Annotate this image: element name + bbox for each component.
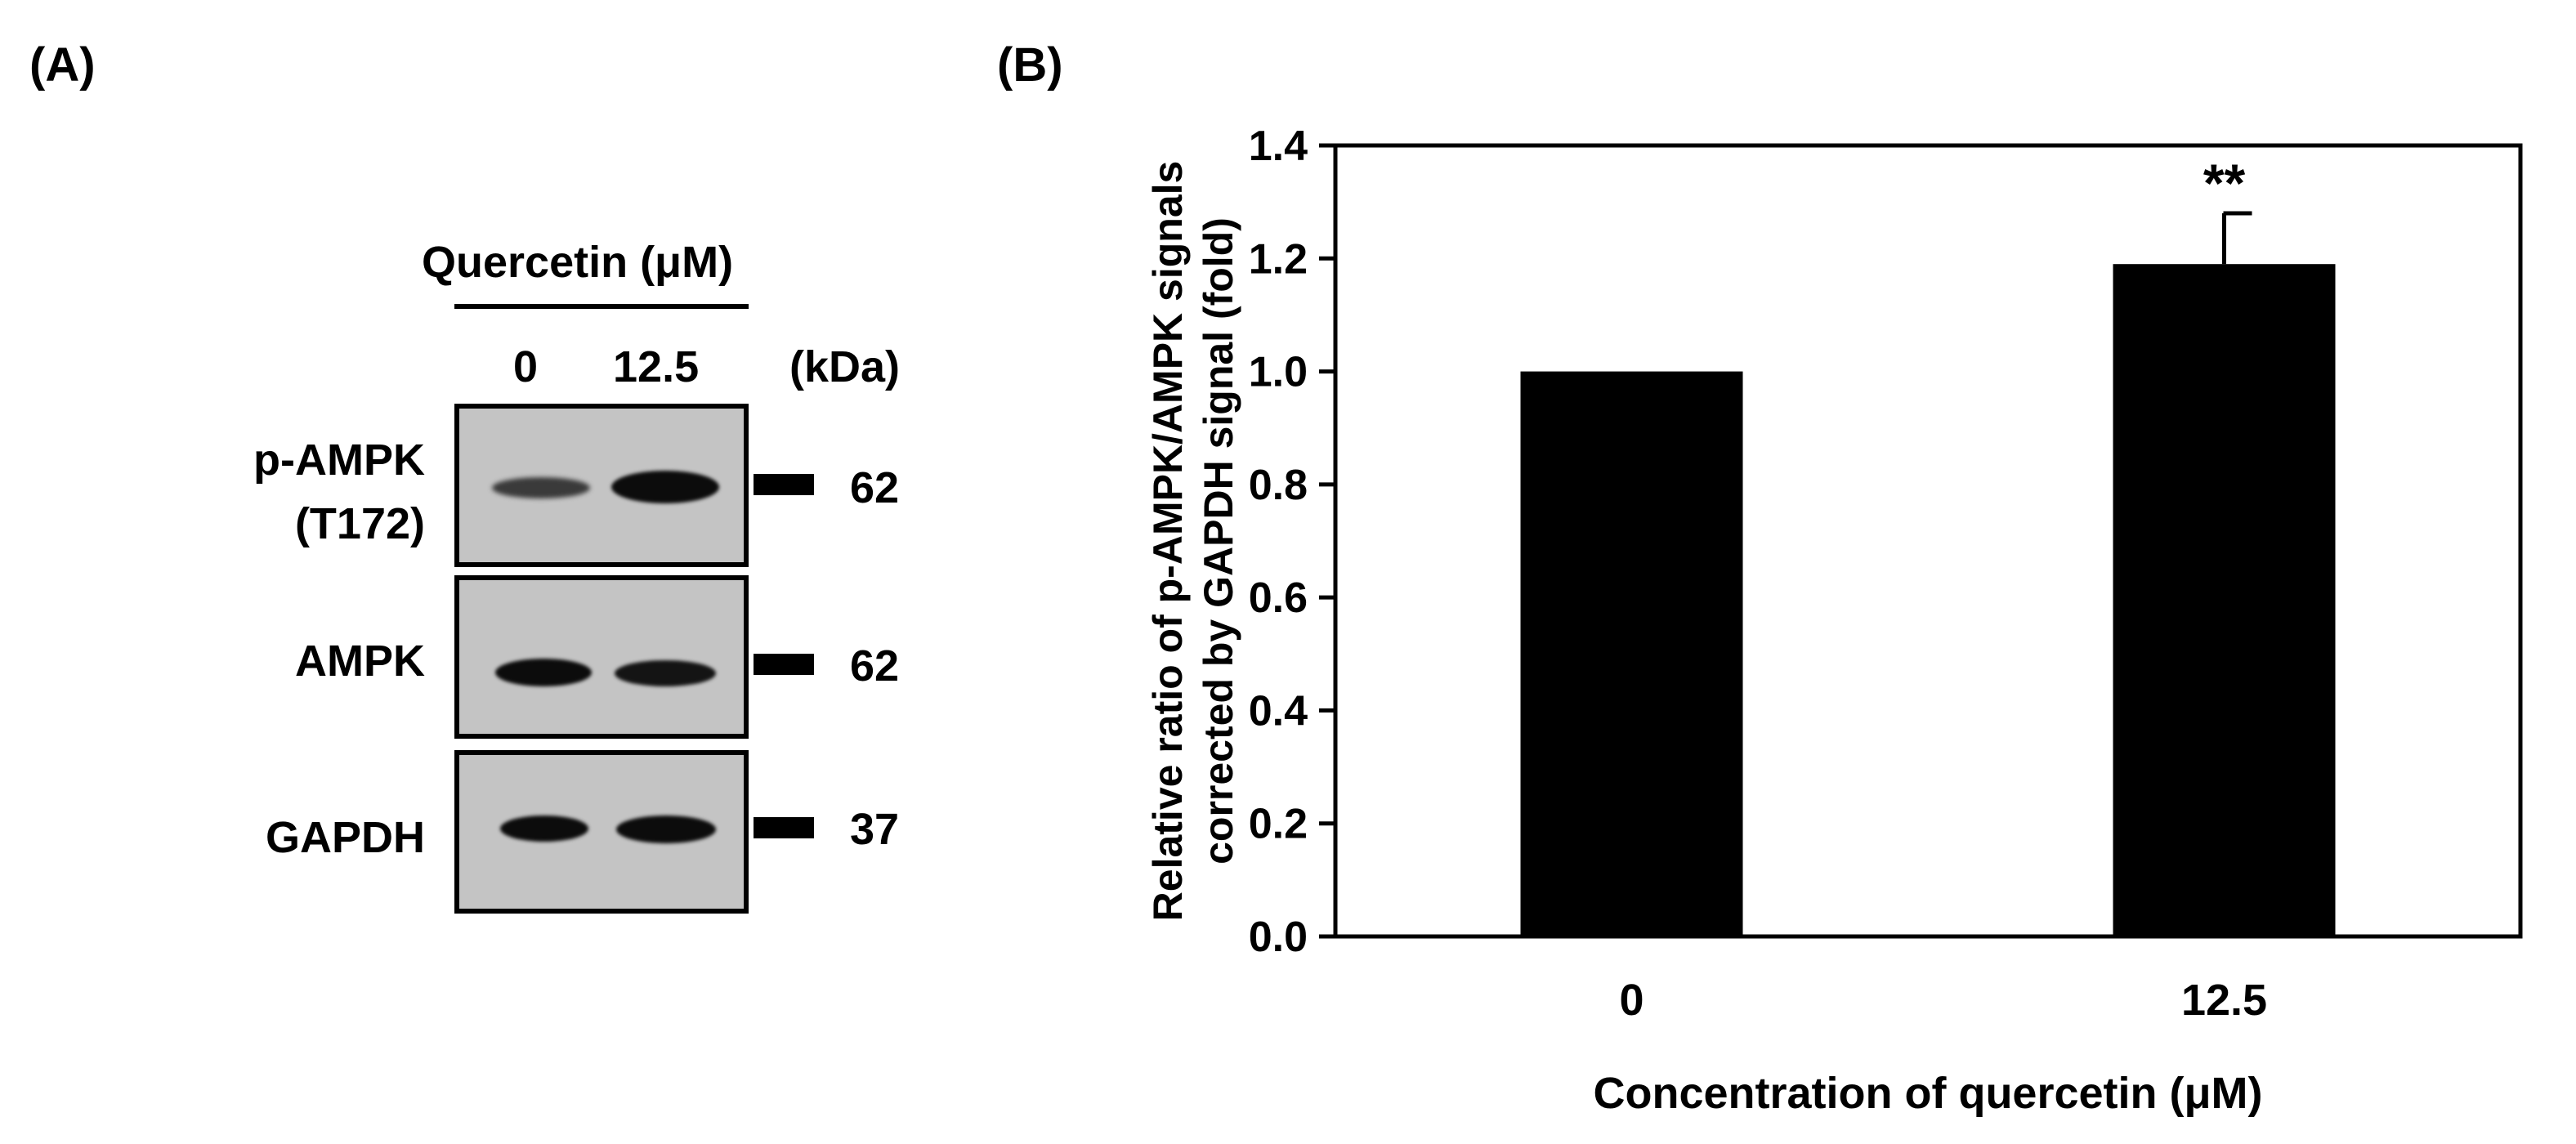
y-axis-label-line1: Relative ratio of p-AMPK/AMPK signals [1145, 161, 1191, 922]
y-tick-label: 0.2 [1249, 801, 1308, 848]
y-tick-label: 1.2 [1249, 235, 1308, 283]
panel-a-label: (A) [29, 38, 96, 92]
band-p-ampk-lane2 [611, 471, 719, 503]
blot-p-ampk [454, 404, 749, 567]
band-p-ampk-lane1 [492, 477, 590, 498]
treatment-header: Quercetin (μM) [422, 238, 734, 287]
y-tick-label: 0.6 [1249, 574, 1308, 622]
row-label-gapdh: GAPDH [265, 813, 425, 862]
band-gapdh-lane2 [616, 816, 716, 843]
y-tick-label: 0.4 [1249, 687, 1308, 735]
band-ampk-lane2 [615, 660, 716, 686]
lane-label-12-5: 12.5 [613, 342, 700, 391]
y-tick-label: 1.0 [1249, 349, 1308, 396]
treatment-bracket-line [454, 304, 749, 309]
kda-gapdh: 37 [850, 805, 900, 854]
band-gapdh-lane1 [500, 816, 588, 842]
row-label-ampk: AMPK [295, 637, 425, 686]
y-axis-label-line2: corrected by GAPDH signal (fold) [1196, 217, 1241, 865]
y-tick-label: 0.8 [1249, 462, 1308, 509]
band-ampk-lane1 [495, 659, 592, 686]
x-tick-label: 12.5 [2181, 976, 2267, 1025]
marker-tick-gapdh [754, 817, 814, 838]
significance-marker: ** [2203, 153, 2246, 213]
y-axis-label: Relative ratio of p-AMPK/AMPK signals co… [1145, 161, 1241, 922]
panel-b-label: (B) [997, 38, 1063, 92]
marker-tick-ampk [754, 654, 814, 675]
kda-header: (kDa) [789, 342, 901, 391]
bar-0 [1520, 371, 1743, 937]
marker-tick-p-ampk [754, 474, 814, 495]
y-tick-label: 0.0 [1249, 914, 1308, 961]
kda-p-ampk: 62 [850, 463, 900, 512]
blot-gapdh [454, 750, 749, 914]
bar-12-5 [2113, 264, 2336, 936]
kda-ampk: 62 [850, 641, 900, 690]
row-label-p-ampk-site: (T172) [294, 499, 425, 548]
y-tick-label: 1.4 [1249, 123, 1308, 170]
x-tick-label: 0 [1619, 976, 1644, 1025]
plot-frame [1333, 143, 2523, 939]
row-label-p-ampk: p-AMPK [253, 436, 425, 485]
lane-label-0: 0 [513, 342, 539, 391]
x-axis-label: Concentration of quercetin (μM) [1593, 1069, 2262, 1118]
blot-ampk [454, 575, 749, 739]
bar-chart: Relative ratio of p-AMPK/AMPK signals co… [1145, 123, 2523, 1118]
